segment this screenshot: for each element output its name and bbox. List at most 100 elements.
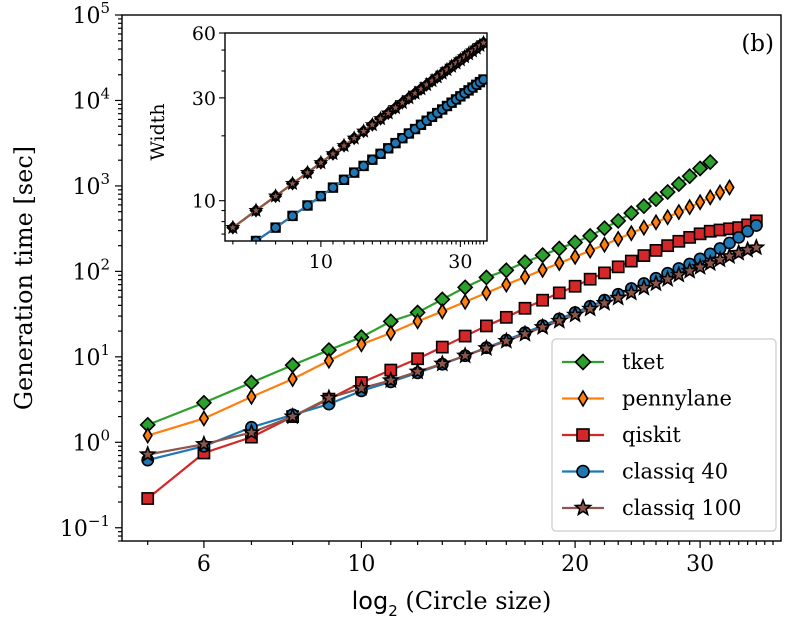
main-point [246, 388, 257, 406]
main-point [242, 422, 261, 441]
legend: tket pennylane qiskit classiq 40 classiq 100 [551, 338, 777, 532]
main-point [613, 230, 624, 248]
inset-point [336, 137, 352, 153]
main-point [581, 299, 600, 317]
main-point [138, 444, 157, 463]
inset-point [267, 188, 284, 203]
main-plot: 10−1 100 101 102 103 104 105 6 10 20 30 log2 (Circl… [10, 0, 782, 620]
x-tick-label: 20 [561, 552, 589, 577]
main-point [537, 261, 548, 279]
main-point [681, 168, 698, 185]
main-point [747, 237, 766, 256]
inset-point [355, 123, 372, 138]
main-point [622, 283, 641, 301]
inset-point [383, 143, 394, 154]
legend-label: qiskit [622, 423, 681, 447]
main-point [741, 224, 755, 238]
main-point [481, 284, 492, 302]
inset-point [248, 202, 264, 218]
y-tick-label: 105 [72, 0, 110, 29]
main-point [583, 272, 597, 286]
inset-point [287, 210, 298, 222]
main-point [381, 370, 400, 389]
main-point [515, 324, 535, 342]
inset-data [225, 34, 487, 261]
inset-point [327, 182, 339, 193]
main-point [662, 208, 673, 226]
main-point [691, 257, 710, 275]
x-tick-label: 6 [197, 552, 211, 577]
inset-point [313, 154, 329, 170]
main-point [518, 301, 532, 315]
main-point [634, 278, 654, 296]
inset-point [475, 34, 487, 50]
main-point [533, 317, 552, 335]
main-point [408, 362, 427, 380]
main-point [460, 293, 471, 311]
main-point [194, 434, 214, 452]
main-point [437, 302, 448, 320]
main-point [566, 305, 585, 323]
inset-point [338, 174, 350, 186]
inset-point [315, 190, 327, 202]
y-tick-label: 103 [72, 170, 110, 200]
main-point [582, 227, 599, 245]
legend-label: pennylane [622, 387, 732, 411]
main-point [650, 213, 662, 231]
main-point [516, 254, 534, 271]
x-tick-label: 10 [347, 552, 375, 577]
main-point [749, 219, 763, 232]
main-point [457, 279, 474, 296]
legend-item: pennylane [562, 387, 732, 411]
main-point [638, 219, 650, 237]
legend-marker [574, 353, 592, 371]
legend-marker [576, 428, 590, 442]
main-point [673, 203, 684, 221]
main-point [680, 261, 699, 279]
main-point [609, 288, 628, 306]
inset-point [390, 137, 401, 149]
inset-point [375, 148, 386, 160]
main-point [691, 160, 709, 177]
inset-point [367, 154, 378, 165]
main-point [683, 230, 697, 244]
main-data [138, 153, 766, 505]
inset-point [284, 175, 301, 191]
main-point [412, 312, 423, 330]
inset-point [299, 164, 316, 180]
main-point [714, 183, 726, 201]
main-point [499, 310, 513, 324]
main-point [661, 239, 675, 253]
legend-item: tket [562, 350, 665, 374]
inset-y-tick-label: 30 [192, 88, 216, 110]
main-point [198, 409, 210, 428]
main-point [701, 253, 720, 272]
main-point [478, 269, 495, 286]
inset-y-axis-title: Width [147, 103, 169, 160]
inset-point [270, 222, 281, 233]
main-point [596, 220, 613, 237]
main-point [458, 329, 472, 343]
inset-point [358, 160, 369, 172]
main-point [659, 183, 676, 201]
main-point [323, 352, 335, 370]
inset-series-classiq-40 [250, 74, 487, 241]
inset-point [228, 252, 237, 261]
inset-y-tick-label: 10 [192, 191, 216, 213]
main-point [732, 230, 746, 244]
inset-series-classiq-100 [225, 34, 487, 235]
main-point [243, 374, 260, 391]
main-point [599, 236, 610, 254]
legend-item: classiq 100 [562, 496, 741, 520]
main-point [566, 234, 584, 251]
main-point [550, 311, 569, 329]
legend-marker [577, 389, 589, 408]
main-point [647, 191, 665, 208]
main-point [501, 276, 512, 294]
x-tick-label: 30 [686, 552, 714, 577]
main-point [585, 242, 596, 260]
main-point [356, 335, 367, 353]
main-point [283, 407, 302, 425]
main-point [694, 193, 706, 211]
